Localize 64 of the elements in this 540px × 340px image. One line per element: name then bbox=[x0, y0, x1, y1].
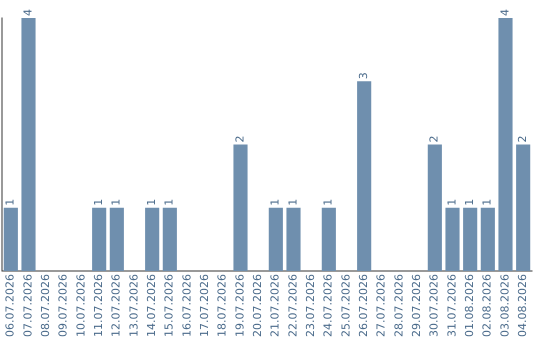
bar bbox=[498, 18, 513, 272]
data-label: 1 bbox=[162, 198, 176, 206]
x-tick-label: 14.07.2026 bbox=[145, 274, 158, 338]
bar bbox=[162, 208, 177, 272]
bar bbox=[463, 208, 478, 272]
x-tick-label: 23.07.2026 bbox=[304, 274, 318, 338]
data-label: 2 bbox=[233, 136, 246, 143]
bar bbox=[322, 208, 336, 272]
x-tick-label: 06.07.2026 bbox=[4, 274, 17, 338]
x-tick-label: 16.07.2026 bbox=[180, 274, 194, 338]
bar bbox=[357, 81, 372, 272]
data-label: 1 bbox=[322, 198, 335, 206]
bar bbox=[92, 208, 106, 272]
x-tick-label: 30.07.2026 bbox=[428, 274, 441, 338]
x-tick-label: 01.08.2026 bbox=[463, 274, 476, 338]
data-label: 1 bbox=[4, 198, 17, 206]
data-label: 1 bbox=[463, 198, 476, 206]
bar bbox=[110, 208, 124, 272]
x-tick-label: 24.07.2026 bbox=[322, 274, 335, 338]
x-tick-label: 22.07.2026 bbox=[286, 274, 300, 338]
bar bbox=[428, 144, 442, 272]
x-tick-label: 11.07.2026 bbox=[92, 274, 106, 338]
x-tick-label: 03.08.2026 bbox=[498, 274, 512, 338]
x-tick-label: 18.07.2026 bbox=[216, 274, 229, 338]
data-label: 3 bbox=[357, 72, 370, 80]
bar bbox=[480, 208, 495, 272]
x-tick-label: 21.07.2026 bbox=[268, 274, 282, 338]
x-tick-label: 20.07.2026 bbox=[251, 274, 264, 338]
x-tick-label: 31.07.2026 bbox=[445, 274, 458, 338]
x-tick-label: 19.07.2026 bbox=[233, 274, 246, 338]
data-label: 1 bbox=[286, 198, 300, 206]
x-tick-label: 25.07.2026 bbox=[339, 274, 352, 338]
data-label: 1 bbox=[268, 198, 282, 206]
data-label: 2 bbox=[516, 136, 530, 143]
data-label: 4 bbox=[498, 9, 512, 16]
data-label: 1 bbox=[445, 198, 458, 206]
data-label: 1 bbox=[92, 198, 106, 206]
bar bbox=[233, 144, 248, 272]
x-tick-label: 13.07.2026 bbox=[127, 274, 140, 338]
x-tick-label: 04.08.2026 bbox=[516, 274, 530, 338]
data-label: 2 bbox=[428, 136, 441, 143]
x-tick-label: 09.07.2026 bbox=[56, 274, 70, 338]
bar bbox=[21, 18, 36, 272]
bar bbox=[286, 208, 301, 272]
x-tick-label: 28.07.2026 bbox=[392, 274, 406, 338]
x-tick-label: 17.07.2026 bbox=[198, 274, 212, 338]
bar bbox=[445, 208, 460, 272]
data-label: 1 bbox=[480, 198, 494, 206]
bar bbox=[4, 208, 18, 272]
x-tick-label: 02.08.2026 bbox=[480, 274, 494, 338]
bar bbox=[516, 144, 530, 272]
x-tick-label: 15.07.2026 bbox=[162, 274, 176, 338]
x-tick-label: 27.07.2026 bbox=[374, 274, 388, 338]
x-tick-label: 26.07.2026 bbox=[357, 274, 370, 338]
data-label: 1 bbox=[145, 198, 158, 206]
x-tick-label: 12.07.2026 bbox=[110, 274, 123, 338]
x-tick-label: 08.07.2026 bbox=[39, 274, 52, 338]
data-label: 4 bbox=[21, 9, 34, 16]
bar bbox=[145, 208, 160, 272]
bar bbox=[268, 208, 283, 272]
data-label: 1 bbox=[110, 198, 123, 206]
x-tick-label: 07.07.2026 bbox=[21, 274, 34, 338]
x-tick-label: 29.07.2026 bbox=[410, 274, 424, 338]
x-tick-label: 10.07.2026 bbox=[74, 274, 88, 338]
